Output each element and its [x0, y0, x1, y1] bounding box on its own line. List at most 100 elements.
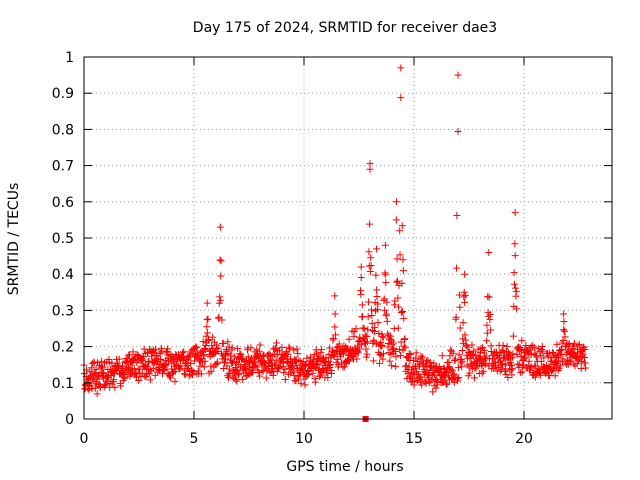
data-point: [390, 344, 398, 352]
data-point: [487, 326, 495, 334]
data-point: [512, 288, 520, 296]
data-point: [368, 319, 376, 327]
data-point: [121, 374, 129, 382]
data-point: [365, 262, 373, 270]
data-point: [331, 323, 339, 331]
data-point: [466, 369, 474, 377]
data-point: [581, 346, 589, 354]
data-point: [216, 293, 224, 301]
data-point: [201, 345, 209, 353]
data-point: [200, 351, 208, 359]
data-point: [391, 347, 399, 355]
data-point: [397, 94, 405, 102]
data-point: [517, 347, 525, 355]
data-point: [581, 353, 588, 361]
data-point: [485, 293, 493, 301]
data-point: [381, 306, 389, 314]
data-point: [384, 340, 392, 348]
data-point: [353, 355, 361, 363]
data-point: [91, 369, 99, 377]
data-point: [315, 372, 323, 380]
data-point: [405, 350, 413, 358]
x-tick-label: 10: [295, 431, 313, 447]
data-point: [201, 357, 209, 365]
data-point: [387, 332, 395, 340]
data-point: [396, 251, 404, 259]
data-point: [125, 351, 133, 359]
data-point: [374, 319, 382, 327]
data-point: [362, 353, 370, 361]
data-point: [111, 383, 119, 391]
data-point: [518, 368, 526, 376]
data-point: [331, 292, 339, 300]
data-point: [189, 368, 197, 376]
data-point: [399, 256, 407, 264]
data-point: [469, 350, 477, 358]
axis-ticks: [83, 56, 612, 420]
data-point: [394, 324, 402, 332]
data-point: [499, 342, 507, 350]
data-point: [383, 317, 391, 325]
data-point: [366, 165, 374, 173]
data-point: [427, 377, 435, 385]
data-point: [256, 341, 264, 349]
data-point: [480, 346, 488, 354]
data-point: [340, 363, 348, 371]
data-point: [377, 342, 385, 350]
y-tick-label: 0.1: [52, 376, 74, 392]
data-point: [295, 356, 303, 364]
data-point: [454, 127, 462, 135]
y-tick-label: 0.9: [52, 86, 74, 102]
data-point: [400, 314, 408, 322]
data-point: [255, 347, 263, 355]
data-point: [365, 298, 373, 306]
data-point: [392, 362, 400, 370]
data-point: [249, 369, 257, 377]
data-point: [458, 347, 466, 355]
data-point: [367, 254, 375, 262]
data-point: [556, 362, 564, 370]
data-point: [486, 310, 494, 318]
data-point: [90, 374, 98, 382]
data-point: [455, 351, 463, 359]
data-point: [548, 365, 556, 373]
data-point: [125, 365, 133, 373]
data-point: [479, 367, 487, 375]
data-point: [450, 378, 458, 386]
data-point: [115, 355, 123, 363]
data-point: [112, 367, 120, 375]
data-point: [333, 343, 341, 351]
data-point: [286, 345, 294, 353]
data-point: [334, 361, 342, 369]
data-point: [382, 279, 390, 287]
data-point: [418, 353, 426, 361]
data-point: [379, 334, 387, 342]
data-point: [269, 352, 277, 360]
data-point: [378, 341, 386, 349]
data-point: [252, 361, 260, 369]
data-point: [247, 344, 255, 352]
data-point: [397, 64, 405, 72]
data-point: [279, 359, 287, 367]
data-point: [231, 372, 239, 380]
data-point: [318, 346, 326, 354]
data-point: [403, 353, 411, 361]
data-point: [192, 343, 200, 351]
data-point: [167, 359, 175, 367]
data-point: [311, 378, 319, 386]
data-point: [209, 333, 217, 341]
data-point: [364, 326, 372, 334]
x-tick-label: 15: [405, 431, 423, 447]
data-point: [563, 341, 571, 349]
data-point: [179, 349, 187, 357]
data-point: [449, 367, 456, 375]
data-point: [399, 267, 407, 275]
data-point: [232, 366, 240, 374]
data-point: [130, 365, 138, 373]
data-point: [481, 361, 489, 369]
data-point: [454, 377, 462, 385]
data-point: [514, 360, 522, 368]
y-tick-label: 0.2: [52, 340, 74, 356]
data-point: [234, 371, 242, 379]
data-point: [325, 357, 333, 365]
